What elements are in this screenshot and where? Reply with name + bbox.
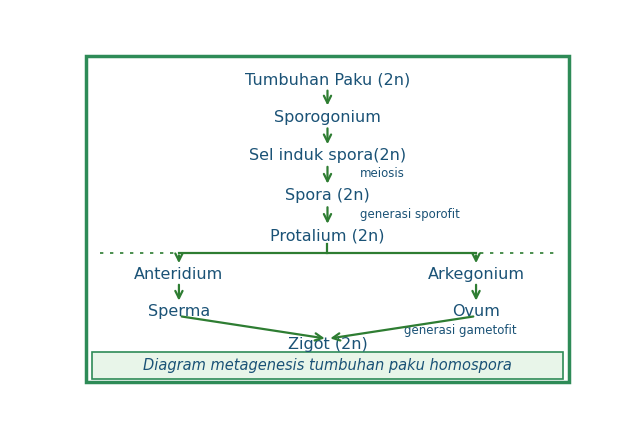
Text: Diagram metagenesis tumbuhan paku homospora: Diagram metagenesis tumbuhan paku homosp…	[143, 358, 512, 373]
Text: meiosis: meiosis	[360, 167, 404, 180]
Text: Anteridium: Anteridium	[134, 267, 224, 282]
Text: Arkegonium: Arkegonium	[427, 267, 525, 282]
FancyBboxPatch shape	[92, 352, 563, 379]
Text: generasi sporofit: generasi sporofit	[360, 207, 459, 220]
Text: Sperma: Sperma	[148, 303, 210, 319]
Text: Sel induk spora(2n): Sel induk spora(2n)	[249, 148, 406, 163]
Text: Protalium (2n): Protalium (2n)	[270, 228, 385, 243]
Text: Sporogonium: Sporogonium	[274, 110, 381, 125]
Text: generasi gametofit: generasi gametofit	[404, 324, 517, 337]
Text: Spora (2n): Spora (2n)	[285, 188, 370, 203]
Text: Tumbuhan Paku (2n): Tumbuhan Paku (2n)	[245, 73, 410, 88]
Text: Ovum: Ovum	[452, 303, 500, 319]
Text: Zigot (2n): Zigot (2n)	[288, 337, 367, 352]
